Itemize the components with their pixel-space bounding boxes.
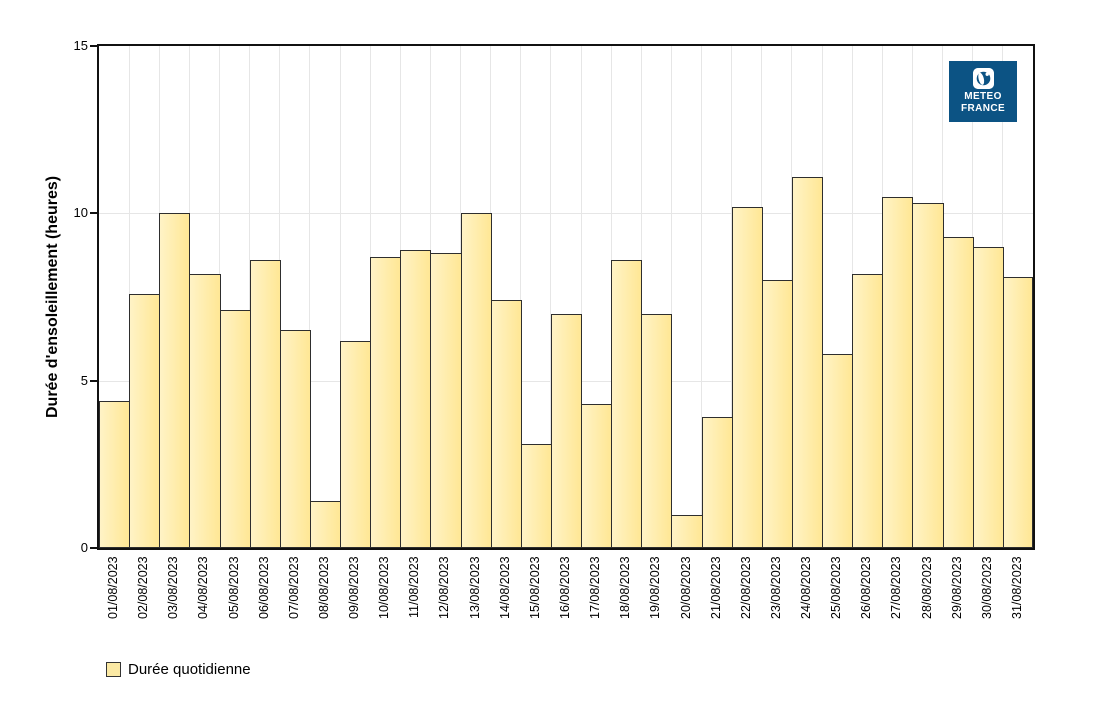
x-tick-label: 20/08/2023 (678, 556, 693, 619)
v-gridline (670, 46, 672, 548)
x-tick-label: 03/08/2023 (166, 556, 181, 619)
bar-10/08/2023 (370, 257, 402, 548)
x-tick-label: 01/08/2023 (106, 556, 121, 619)
x-tick-label: 11/08/2023 (407, 556, 422, 618)
x-tick-label: 14/08/2023 (497, 556, 512, 619)
y-tick-label: 5 (80, 372, 88, 388)
plot-area (97, 44, 1035, 550)
legend-label: Durée quotidienne (128, 661, 251, 678)
x-tick-label: 22/08/2023 (738, 556, 753, 619)
bar-22/08/2023 (731, 207, 763, 548)
v-gridline (550, 46, 552, 548)
y-tick-label: 0 (80, 540, 88, 555)
bar-27/08/2023 (882, 197, 914, 548)
bar-30/08/2023 (972, 247, 1004, 548)
bar-17/08/2023 (581, 404, 613, 548)
bar-02/08/2023 (129, 294, 161, 548)
bar-26/08/2023 (852, 274, 884, 548)
bar-14/08/2023 (490, 300, 522, 548)
bar-03/08/2023 (159, 213, 191, 548)
x-tick-label: 06/08/2023 (256, 556, 271, 619)
bar-13/08/2023 (460, 213, 492, 548)
h-gridline (99, 213, 1033, 215)
legend-swatch (106, 662, 121, 677)
x-tick-label: 17/08/2023 (588, 556, 603, 619)
y-tick-label: 10 (73, 205, 88, 221)
y-tick-label: 15 (73, 38, 88, 53)
bar-24/08/2023 (791, 177, 824, 548)
bar-20/08/2023 (671, 515, 703, 548)
bar-12/08/2023 (430, 253, 462, 548)
x-tick-label: 25/08/2023 (829, 556, 844, 619)
x-tick-label: 04/08/2023 (196, 556, 211, 619)
bar-28/08/2023 (912, 203, 944, 548)
x-tick-label: 09/08/2023 (347, 556, 362, 619)
bar-08/08/2023 (309, 501, 342, 548)
x-tick-label: 28/08/2023 (919, 556, 934, 619)
meteo-france-logo: METEO FRANCE (949, 61, 1017, 122)
y-axis-title: Durée d'ensoleillement (heures) (44, 175, 61, 419)
bar-18/08/2023 (611, 260, 643, 548)
x-tick-label: 02/08/2023 (136, 556, 151, 619)
x-tick-label: 05/08/2023 (226, 556, 241, 619)
v-gridline (309, 46, 311, 548)
x-tick-label: 31/08/2023 (1009, 556, 1024, 619)
x-tick-label: 18/08/2023 (618, 556, 633, 619)
x-tick-label: 24/08/2023 (799, 556, 814, 619)
v-gridline (580, 46, 582, 548)
x-tick-label: 16/08/2023 (558, 556, 572, 619)
v-gridline (701, 46, 703, 548)
v-gridline (520, 46, 522, 548)
x-tick-label: 27/08/2023 (889, 556, 904, 619)
x-tick-label: 07/08/2023 (286, 556, 301, 619)
y-tick-mark (90, 379, 97, 382)
bar-07/08/2023 (279, 330, 311, 548)
logo-text-line2: FRANCE (960, 102, 1006, 114)
bar-01/08/2023 (99, 401, 131, 548)
x-tick-label: 26/08/2023 (859, 556, 874, 619)
bar-09/08/2023 (340, 341, 372, 548)
bar-06/08/2023 (249, 260, 281, 548)
meteo-france-sun-icon (972, 68, 994, 89)
x-tick-label: 10/08/2023 (377, 556, 392, 619)
v-gridline (339, 46, 341, 548)
logo-text-line1: METEO (964, 91, 1002, 102)
bar-19/08/2023 (641, 314, 673, 548)
bar-25/08/2023 (822, 354, 854, 548)
y-tick-mark (90, 547, 97, 549)
x-tick-label: 15/08/2023 (527, 556, 542, 619)
x-tick-label: 23/08/2023 (768, 556, 783, 619)
bar-15/08/2023 (520, 444, 552, 548)
bar-31/08/2023 (1002, 277, 1033, 548)
legend: Durée quotidienne (106, 661, 251, 678)
x-tick-label: 29/08/2023 (949, 556, 964, 619)
x-tick-label: 12/08/2023 (437, 556, 452, 619)
bar-23/08/2023 (761, 280, 793, 548)
bar-05/08/2023 (219, 310, 251, 548)
y-tick-mark (90, 45, 97, 47)
x-tick-label: 13/08/2023 (467, 556, 482, 619)
bar-11/08/2023 (400, 250, 432, 548)
x-tick-label: 08/08/2023 (316, 556, 331, 619)
y-tick-mark (90, 212, 97, 215)
bar-29/08/2023 (942, 237, 974, 548)
x-tick-label: 21/08/2023 (708, 556, 723, 619)
x-tick-label: 19/08/2023 (648, 556, 663, 619)
bar-16/08/2023 (550, 314, 583, 548)
bar-04/08/2023 (189, 274, 221, 548)
x-tick-label: 30/08/2023 (979, 556, 994, 619)
bar-21/08/2023 (701, 417, 733, 548)
